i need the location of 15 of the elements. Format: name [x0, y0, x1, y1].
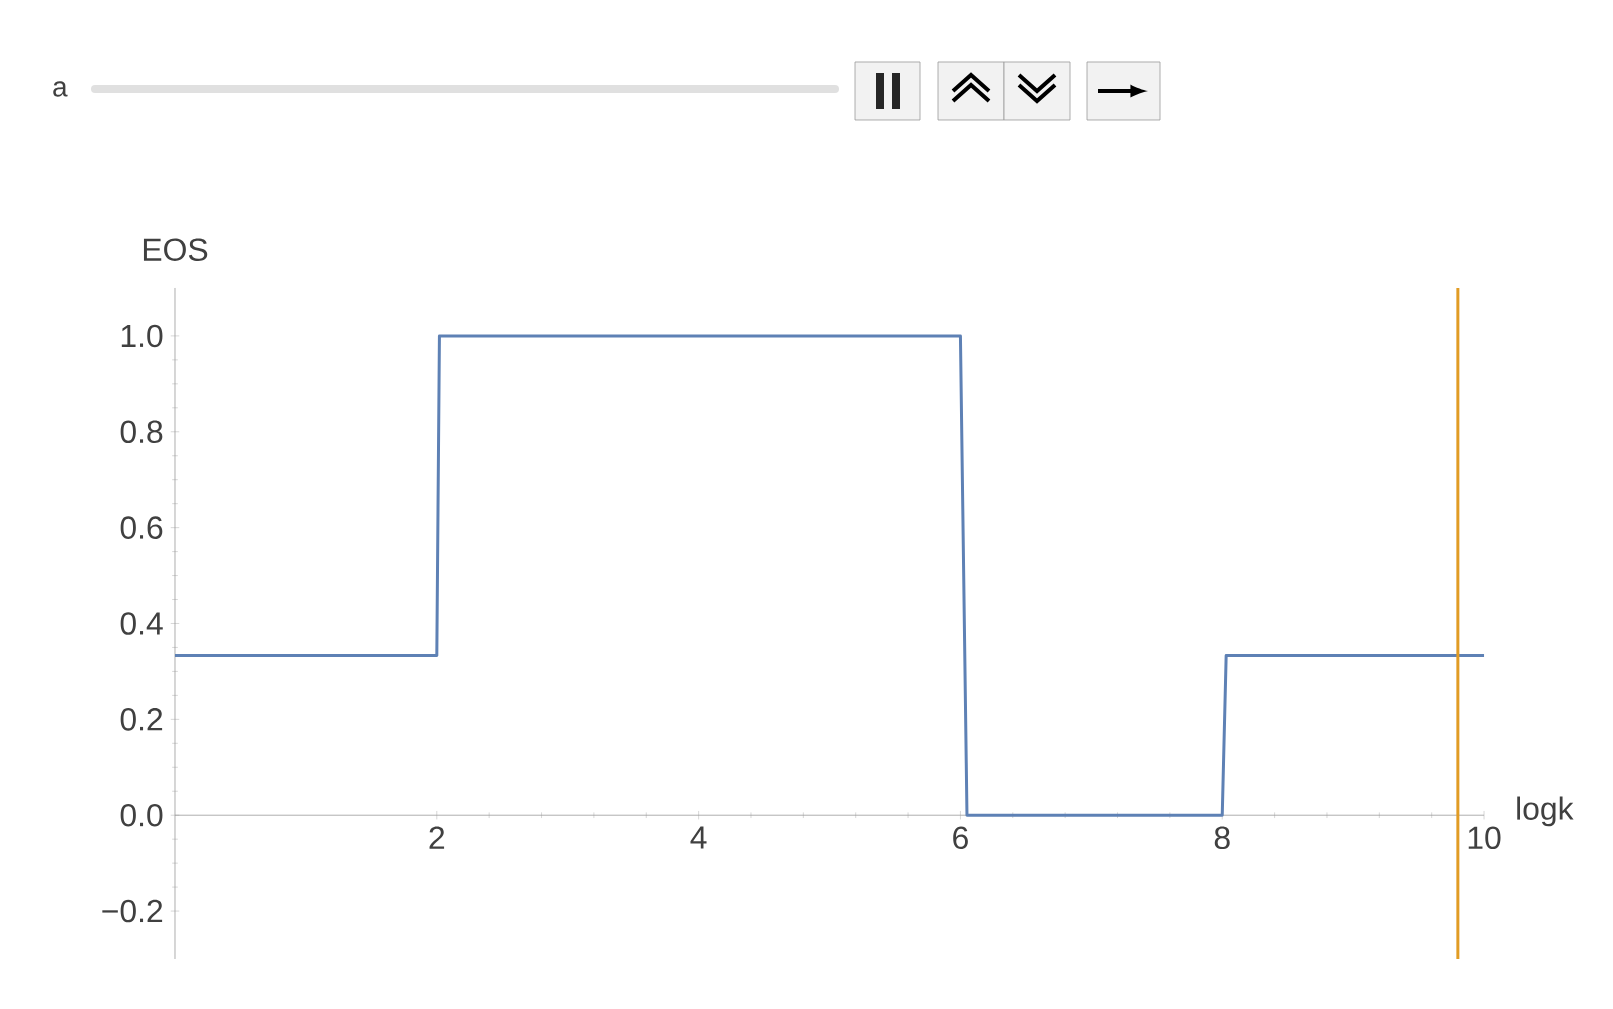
- x-tick-label: 2: [429, 826, 445, 849]
- x-axis-title: logk: [1517, 796, 1574, 827]
- y-tick-label: 0.6: [120, 516, 163, 539]
- x-tick-label: 4: [690, 826, 707, 849]
- y-axis-title: EOS: [143, 238, 208, 261]
- x-tick-label: 8: [1214, 826, 1230, 850]
- y-tick-label: 0.0: [120, 803, 163, 827]
- y-tick-label: 0.8: [120, 420, 163, 444]
- text: a: [53, 81, 68, 97]
- x-tick-label: 10: [1468, 826, 1501, 850]
- x-tick-label: 6: [953, 826, 968, 850]
- y-tick-label: −0.2: [102, 899, 163, 923]
- y-tick-label: 0.4: [120, 612, 163, 635]
- y-tick-label: 0.2: [120, 708, 163, 731]
- y-tick-label: 1.0: [121, 324, 163, 348]
